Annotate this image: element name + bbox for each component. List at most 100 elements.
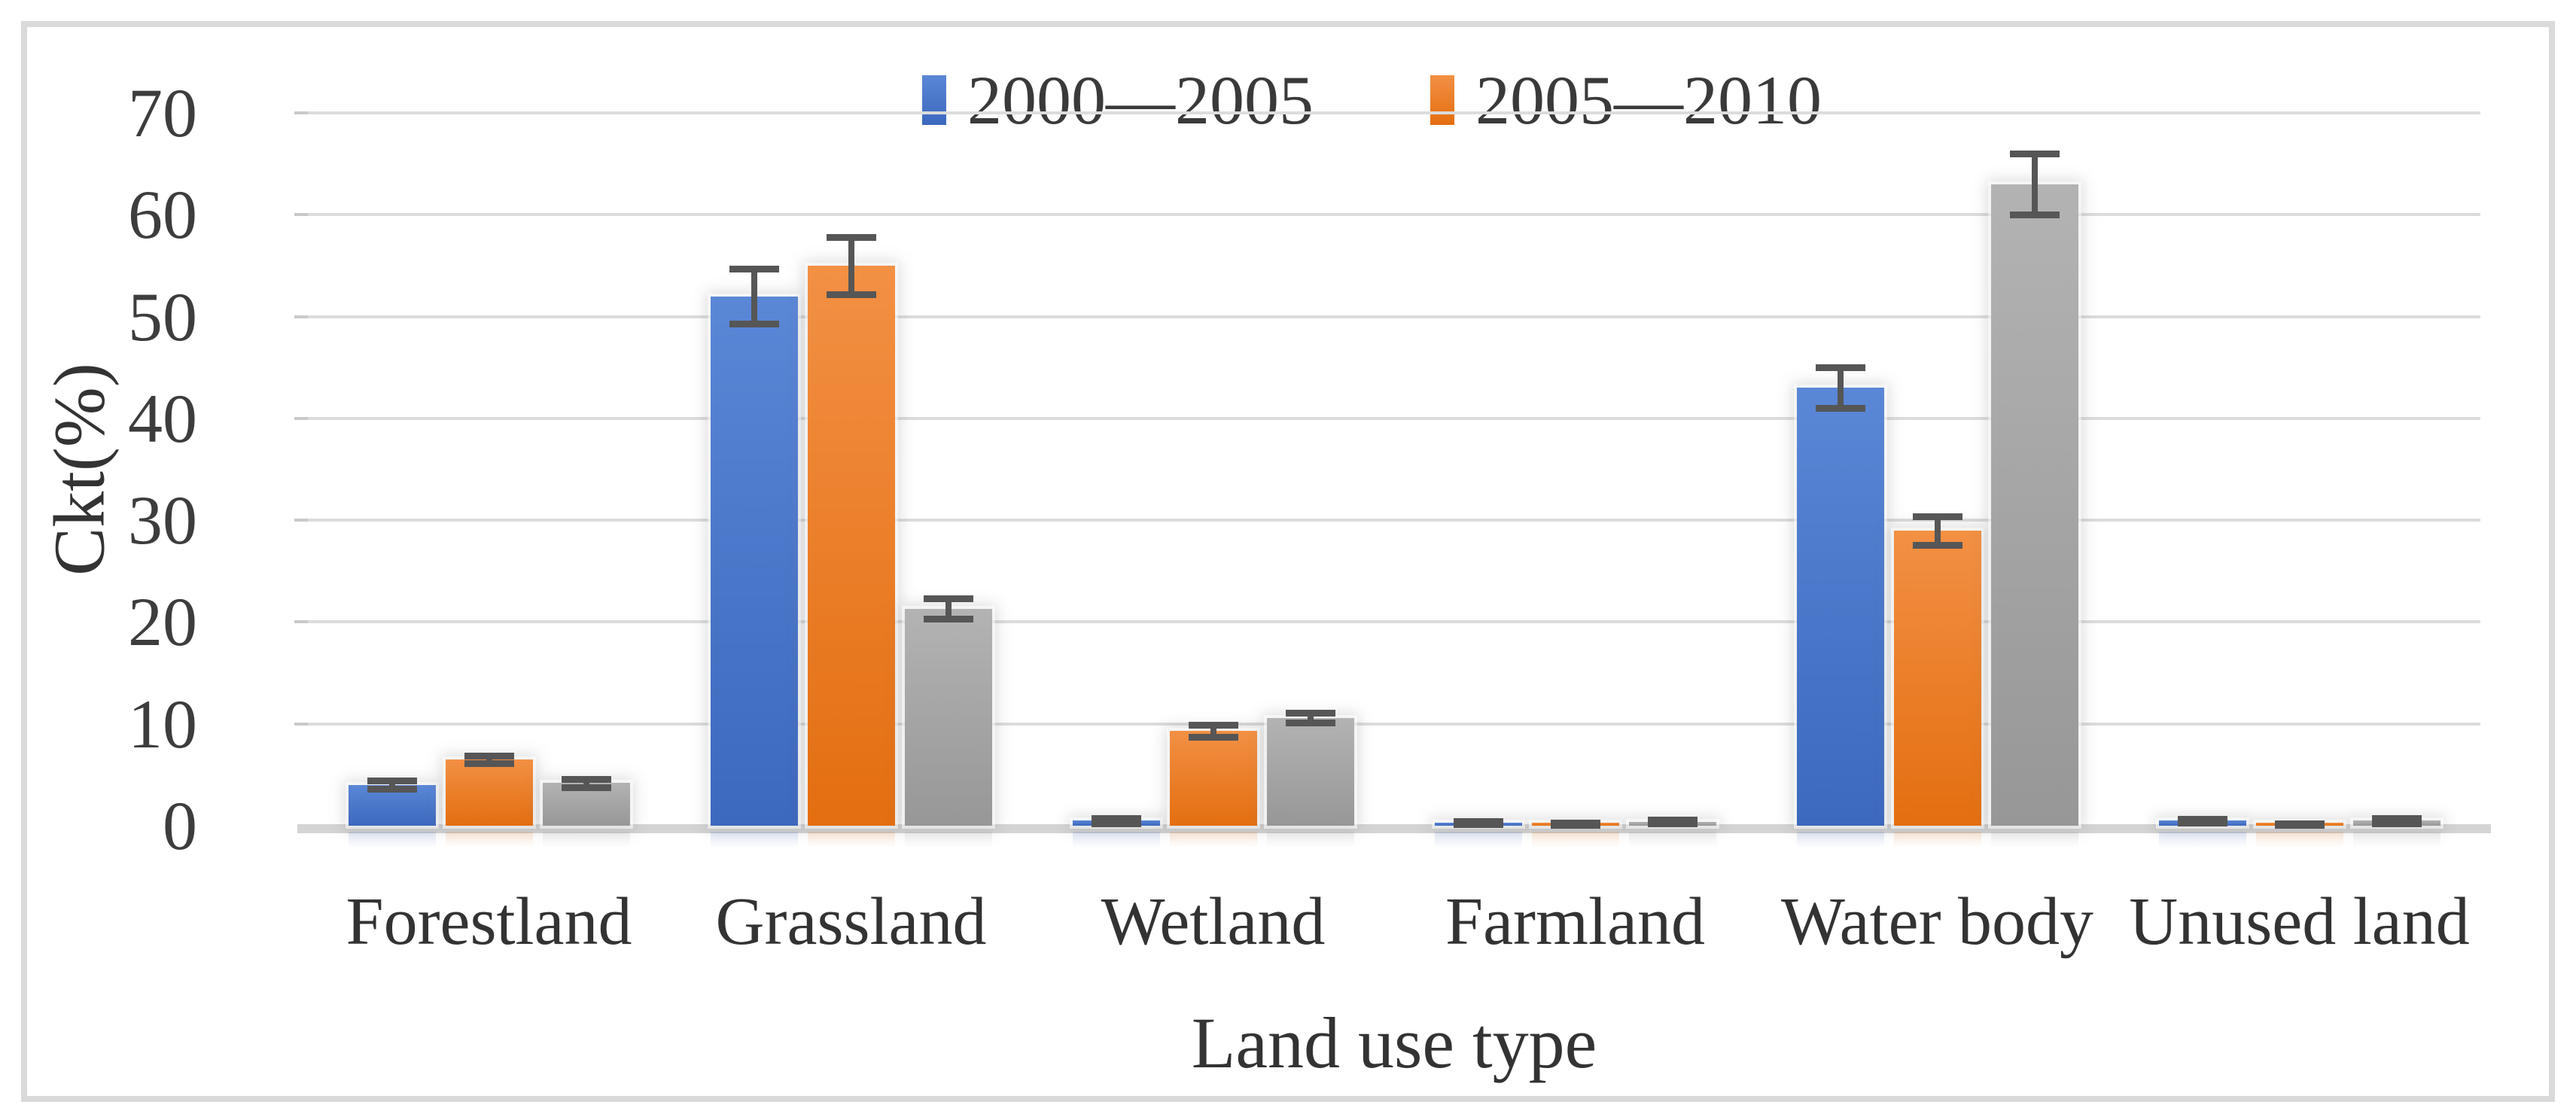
error-bar-cap-top [1091,814,1141,822]
y-axis-tick [294,722,308,726]
bar [1893,530,1981,826]
error-bar-line [1307,712,1314,723]
legend-label: 2000—2005 [967,62,1314,138]
gridline [308,111,2480,114]
error-bar-cap-top [1285,709,1335,717]
error-bar-line [486,755,492,764]
category-label: Forestland [346,884,632,959]
category-label: Wetland [1101,884,1326,959]
bar-reflection [904,832,992,848]
error-bar-cap-top [561,775,611,783]
category-label: Unused land [2129,884,2470,959]
error-bar-line [1837,367,1844,409]
error-bar-cap-bottom [1815,405,1865,412]
bar-reflection [348,832,436,848]
gridline [308,722,2480,726]
error-bar-line [848,237,854,294]
legend: 2000—2005 2005—2010 [0,62,2576,138]
bar-reflection [445,832,533,848]
bar-reflection [1893,832,1981,848]
y-axis-tick [294,315,308,318]
error-bar-cap-top [2177,815,2227,823]
error-bar-cap-bottom [1285,720,1335,727]
bar [445,759,533,826]
y-tick-label: 50 [128,278,197,355]
bar [710,296,798,826]
category-label: Water body [1780,884,2094,959]
error-bar-cap-bottom [464,760,514,768]
error-bar-cap-top [1647,816,1698,823]
x-axis-title: Land use type [1191,1003,1597,1083]
category-label: Grassland [715,884,987,959]
y-axis-tick [294,213,308,217]
bar-reflection [710,832,798,848]
y-tick-label: 70 [128,75,197,151]
error-bar-cap-top [1912,513,1962,520]
error-bar-cap-bottom [2371,820,2422,827]
error-bar-cap-top [729,265,779,272]
error-bar-cap-top [367,778,417,785]
bar-reflection [1796,832,1884,848]
error-bar-cap-bottom [1912,541,1962,549]
gridline [308,416,2480,420]
bar-reflection [807,832,895,848]
error-bar-cap-top [2371,814,2422,822]
bar-reflection [542,832,630,848]
error-bar-cap-bottom [729,321,779,328]
error-bar-cap-top [826,234,876,242]
figure-border [21,21,2555,1102]
error-bar-cap-bottom [1647,820,1698,828]
error-bar-cap-top [2009,151,2060,158]
gridline [308,315,2480,318]
bar-reflection [1434,832,1522,848]
legend-item: 2000—2005 [922,62,1314,138]
error-bar-cap-bottom [367,786,417,793]
error-bar-line [751,268,757,324]
bar-reflection [1531,832,1619,848]
error-bar-cap-bottom [561,784,611,791]
y-axis-title: Ckt(%) [38,363,120,576]
y-tick-label: 20 [128,583,197,661]
bar-reflection [1169,832,1257,848]
error-bar-line [583,778,589,787]
bar [904,608,992,826]
bar [1990,184,2078,826]
y-tick-label: 0 [163,787,197,864]
bar-reflection [2255,832,2343,848]
y-axis-tick [294,620,308,624]
error-bar-cap-bottom [1091,820,1141,827]
error-bar-line [2031,154,2038,215]
error-bar-line [388,781,395,790]
bar-reflection [2158,832,2246,848]
x-axis-line [297,824,2491,833]
error-bar-cap-top [464,752,514,759]
error-bar-cap-bottom [826,291,876,298]
error-bar-cap-bottom [2274,822,2325,829]
error-bar-cap-bottom [923,616,973,623]
error-bar-cap-bottom [2177,819,2227,826]
y-tick-label: 10 [128,685,197,762]
gridline [308,620,2480,624]
bar [1169,731,1257,826]
error-bar-cap-bottom [1550,821,1600,829]
legend-swatch [922,75,946,125]
error-bar-line [945,598,952,619]
bar [807,265,895,826]
error-bar-cap-bottom [1188,734,1238,741]
gridline [308,519,2480,522]
gridline [308,213,2480,217]
error-bar-cap-bottom [2009,212,2060,219]
y-axis-tick [294,416,308,420]
error-bar-line [1210,725,1216,738]
legend-swatch [1430,75,1454,125]
y-tick-label: 30 [128,482,197,559]
legend-item: 2005—2010 [1430,62,1822,138]
y-axis-tick [294,519,308,522]
bar-reflection [1628,832,1716,848]
y-tick-label: 40 [128,379,197,457]
legend-label: 2005—2010 [1475,62,1822,138]
bar-reflection [1072,832,1160,848]
bar [1266,717,1354,826]
y-axis-tick [294,111,308,114]
